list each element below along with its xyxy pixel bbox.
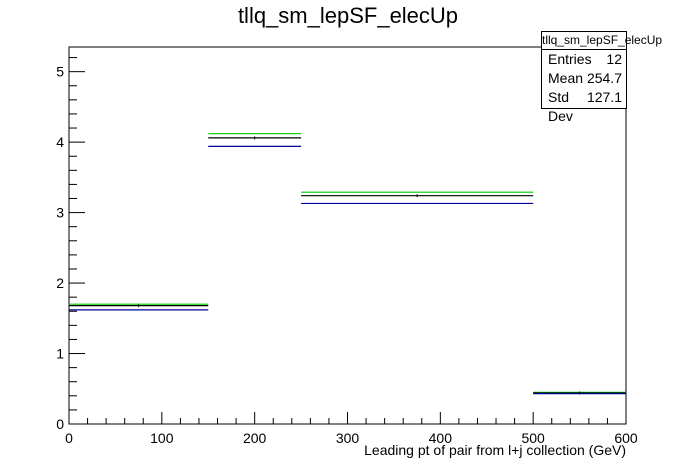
stats-name: tllq_sm_lepSF_elecUp bbox=[542, 32, 662, 50]
x-tick-label: 600 bbox=[614, 430, 638, 446]
x-tick-label: 200 bbox=[243, 430, 267, 446]
y-tick-label: 5 bbox=[56, 64, 64, 80]
y-tick-label: 3 bbox=[56, 205, 64, 221]
stats-entries-row: Entries 12 bbox=[542, 50, 626, 69]
x-tick-label: 300 bbox=[336, 430, 360, 446]
entries-value: 12 bbox=[606, 51, 622, 67]
y-tick-label: 1 bbox=[56, 346, 64, 362]
stats-mean-row: Mean 254.7 bbox=[542, 69, 626, 88]
stddev-label: Std Dev bbox=[548, 89, 573, 124]
x-axis-label: Leading pt of pair from l+j collection (… bbox=[364, 442, 626, 458]
entries-label: Entries bbox=[548, 51, 592, 67]
x-tick-label: 500 bbox=[521, 430, 545, 446]
mean-label: Mean bbox=[548, 70, 584, 86]
stddev-value: 127.1 bbox=[586, 89, 622, 105]
y-tick-label: 0 bbox=[56, 416, 64, 432]
y-tick-label: 2 bbox=[56, 275, 64, 291]
mean-value: 254.7 bbox=[586, 70, 622, 86]
stats-stddev-row: Std Dev 127.1 bbox=[542, 88, 626, 124]
x-tick-label: 0 bbox=[65, 430, 73, 446]
y-tick-label: 4 bbox=[56, 134, 64, 150]
x-tick-label: 400 bbox=[429, 430, 453, 446]
x-tick-label: 100 bbox=[150, 430, 174, 446]
stats-box: tllq_sm_lepSF_elecUp Entries 12 Mean 254… bbox=[541, 31, 662, 124]
chart-title: tllq_sm_lepSF_elecUp bbox=[237, 3, 459, 28]
